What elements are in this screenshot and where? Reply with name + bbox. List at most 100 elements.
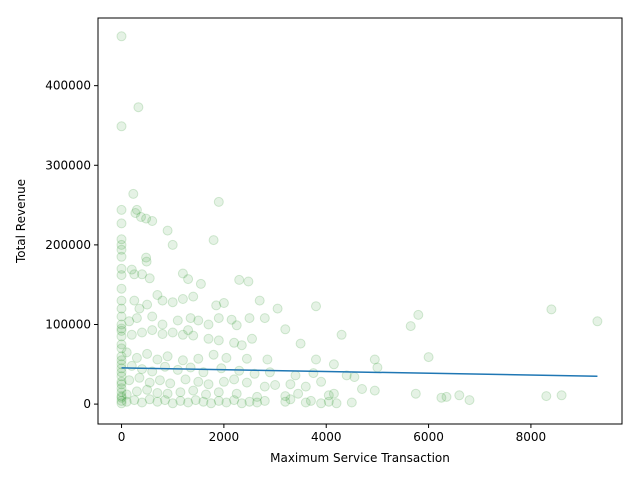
data-point xyxy=(167,327,178,338)
data-point xyxy=(556,390,567,401)
data-point xyxy=(247,333,257,344)
data-point xyxy=(137,327,147,338)
data-point xyxy=(116,379,127,390)
data-point xyxy=(290,370,301,381)
data-point xyxy=(252,391,263,402)
data-point xyxy=(141,256,152,267)
data-point xyxy=(405,321,416,332)
data-point xyxy=(131,204,142,215)
data-point xyxy=(221,352,232,363)
data-point xyxy=(270,380,281,390)
data-point xyxy=(126,329,137,340)
data-point xyxy=(592,316,603,327)
data-point xyxy=(147,366,158,377)
data-point xyxy=(162,225,173,236)
data-point xyxy=(177,329,188,340)
data-point xyxy=(116,343,127,354)
data-point xyxy=(252,397,263,408)
data-point xyxy=(280,391,291,402)
data-point xyxy=(221,397,232,408)
data-point xyxy=(236,398,247,409)
data-point xyxy=(188,385,199,396)
data-point xyxy=(183,274,194,285)
data-point xyxy=(293,388,304,399)
data-point xyxy=(116,323,127,334)
data-point xyxy=(372,362,383,373)
data-point xyxy=(144,273,155,284)
data-point xyxy=(259,381,270,392)
data-point xyxy=(147,311,158,322)
data-point xyxy=(441,391,452,402)
data-point xyxy=(236,340,247,351)
data-point xyxy=(436,392,447,403)
data-point xyxy=(357,384,367,394)
data-point xyxy=(305,395,316,406)
data-point xyxy=(213,335,224,346)
data-point xyxy=(213,313,224,324)
data-point xyxy=(201,389,211,400)
data-point xyxy=(177,268,188,279)
data-point xyxy=(328,359,339,370)
data-point xyxy=(316,398,327,409)
data-point xyxy=(308,368,319,379)
data-point xyxy=(152,354,163,365)
data-point xyxy=(162,351,173,362)
data-point xyxy=(241,353,252,364)
data-point xyxy=(464,395,475,406)
data-point xyxy=(280,324,291,335)
y-axis-label: Total Revenue xyxy=(14,179,28,264)
data-point xyxy=(116,331,127,342)
data-point xyxy=(272,303,283,314)
data-point xyxy=(116,251,127,262)
x-tick-label: 4000 xyxy=(311,430,342,444)
data-point xyxy=(231,388,242,399)
data-point xyxy=(142,384,153,395)
data-point xyxy=(134,303,145,314)
data-point xyxy=(116,270,127,281)
data-point xyxy=(541,391,552,402)
data-point xyxy=(259,395,270,406)
data-point xyxy=(264,367,275,378)
data-point xyxy=(116,387,127,398)
data-point xyxy=(254,295,265,306)
data-point xyxy=(311,354,321,365)
data-point xyxy=(152,396,163,407)
data-point xyxy=(175,387,186,398)
data-point xyxy=(134,372,145,383)
data-point xyxy=(369,354,380,365)
data-point xyxy=(231,320,242,331)
data-point xyxy=(116,392,127,403)
x-tick-label: 6000 xyxy=(413,430,444,444)
data-point xyxy=(190,395,201,406)
data-point xyxy=(328,388,339,399)
data-point xyxy=(167,239,178,250)
data-point xyxy=(208,235,219,246)
data-point xyxy=(295,338,306,349)
data-point xyxy=(116,325,127,336)
data-point xyxy=(211,300,222,311)
data-point xyxy=(152,388,163,398)
data-point xyxy=(203,379,214,390)
data-point xyxy=(144,377,155,388)
data-point xyxy=(126,264,137,275)
data-point xyxy=(241,377,252,388)
data-point xyxy=(423,352,434,363)
data-point xyxy=(116,31,127,42)
data-point xyxy=(316,376,327,387)
data-point xyxy=(262,354,273,365)
data-point xyxy=(546,304,557,315)
data-point xyxy=(116,351,127,362)
data-point xyxy=(129,295,140,306)
data-point xyxy=(349,372,360,382)
data-point xyxy=(218,298,229,308)
data-point xyxy=(116,244,127,255)
data-point xyxy=(133,102,144,113)
data-point xyxy=(183,397,194,408)
data-point xyxy=(285,394,296,405)
data-point xyxy=(128,188,139,199)
data-point xyxy=(188,291,199,302)
data-point xyxy=(195,278,206,289)
data-point xyxy=(121,396,132,407)
data-point xyxy=(185,362,196,373)
